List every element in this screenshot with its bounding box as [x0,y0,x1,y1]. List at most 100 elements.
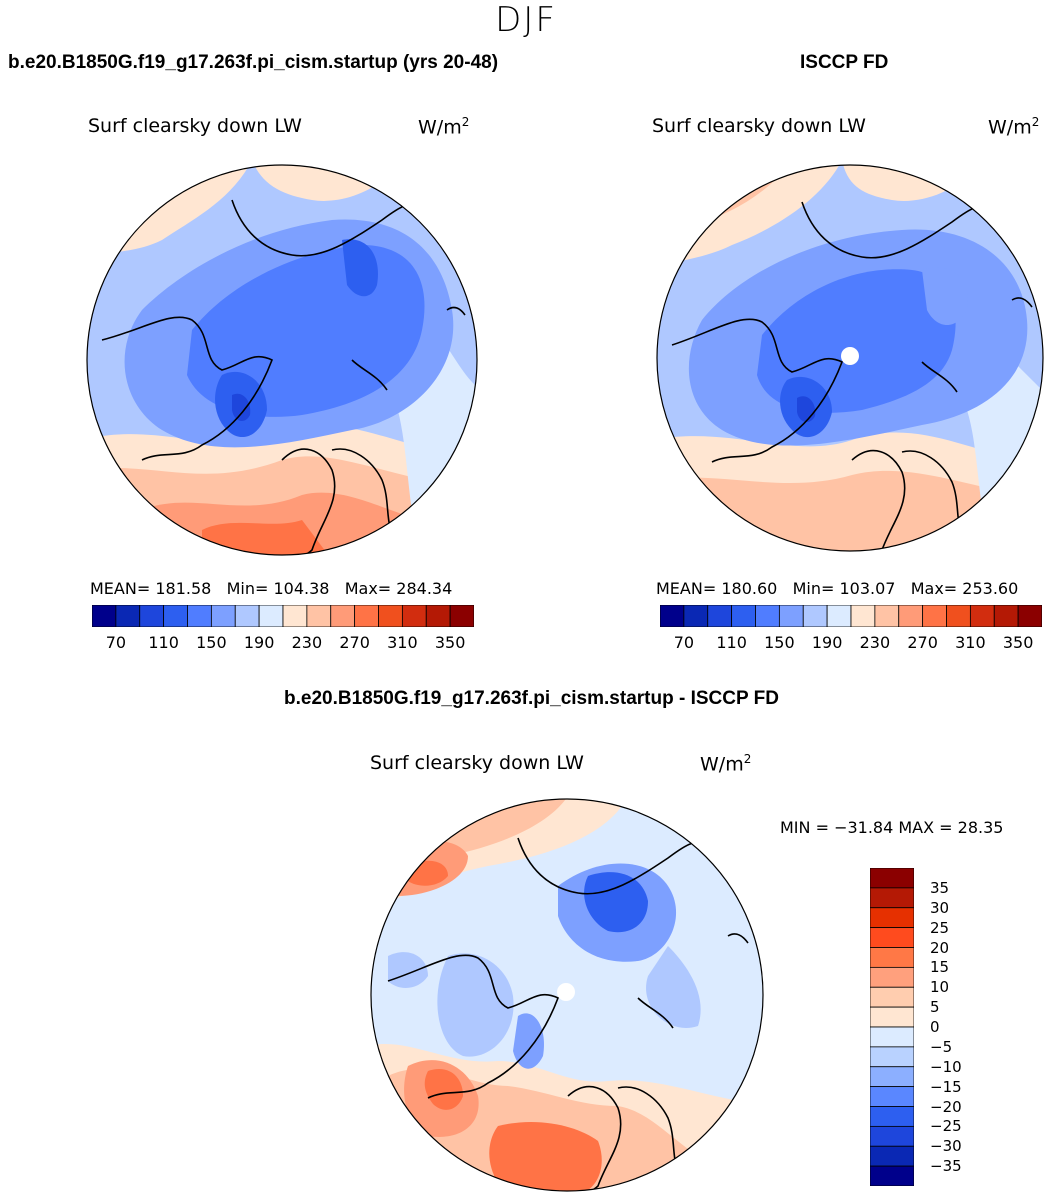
obs-colorbar-box [898,605,924,627]
model-colorbar-box [234,605,260,627]
diff-colorbar-tick-label: 30 [930,898,950,917]
obs-colorbar-tick-label: 270 [907,633,938,652]
model-colorbar-box [425,605,451,627]
diff-colorbar-box [870,868,914,889]
model-colorbar-box [187,605,212,627]
obs-stats: MEAN= 180.60 Min= 103.07 Max= 253.60 [656,579,1019,598]
obs-colorbar-box [946,605,971,627]
model-colorbar-tick-label: 150 [196,633,227,652]
diff-polar-map [370,798,764,1192]
diff-colorbar-box [870,1046,914,1068]
model-colorbar-tick-label: 110 [148,633,179,652]
obs-colorbar-box [802,605,828,627]
obs-colorbar-tick-label: 110 [716,633,747,652]
obs-colorbar-box [993,605,1019,627]
model-polar-map [86,164,478,556]
diff-colorbar-tick-label: 35 [930,878,950,897]
diff-colorbar-tick-label: 15 [930,958,950,977]
diff-colorbar-box [870,907,914,929]
obs-colorbar-tick-label: 190 [811,633,843,652]
diff-colorbar-ticks: 35 30 25 20 15 10 5 0 −5 −10 −15 −20 −25 −30 −35 [930,868,1010,1186]
diff-colorbar-tick-label: −5 [930,1037,953,1056]
diff-colorbar-box [870,1006,914,1028]
diff-colorbar-tick-label: 5 [930,998,940,1017]
diff-colorbar-tick-label: −15 [930,1077,962,1096]
obs-colorbar-tick-label: 70 [673,633,695,652]
obs-panel-title: ISCCP FD [800,52,889,73]
diff-colorbar-tick-label: −35 [930,1157,962,1176]
diff-colorbar-tick-label: −20 [930,1097,962,1116]
obs-colorbar-tick-label: 150 [764,633,795,652]
model-colorbar-tick-label: 230 [291,633,323,652]
obs-colorbar-box [922,605,947,627]
diff-units-label: W/m2 [700,752,752,776]
obs-colorbar-tick-label: 230 [859,633,891,652]
model-colorbar-box [115,605,141,627]
obs-units-label: W/m2 [988,115,1040,139]
diff-colorbar-tick-label: 10 [930,978,950,997]
diff-colorbar-tick-label: −25 [930,1117,962,1136]
model-colorbar-box [401,605,427,627]
model-stats: MEAN= 181.58 Min= 104.38 Max= 284.34 [90,579,453,598]
diff-colorbar [870,868,914,1186]
diff-colorbar-box [870,887,914,909]
model-variable-label: Surf clearsky down LW [88,115,302,137]
diff-colorbar-box [870,966,914,988]
model-colorbar-box [210,605,236,627]
model-colorbar-tick-label: 270 [339,633,370,652]
model-panel-title: b.e20.B1850G.f19_g17.263f.pi_cism.startu… [8,52,499,73]
diff-minmax: MIN = −31.84 MAX = 28.35 [780,818,1004,837]
diff-colorbar-tick-label: 0 [930,1018,940,1036]
season-title: DJF [495,0,557,40]
model-colorbar-ticks: 70 110 150 190 230 270 310 350 [92,633,474,653]
obs-colorbar-box [1017,605,1042,627]
obs-colorbar-box [826,605,852,627]
model-colorbar [92,605,474,627]
model-colorbar-tick-label: 70 [105,633,127,652]
diff-variable-label: Surf clearsky down LW [370,752,584,774]
obs-colorbar-box [707,605,733,627]
obs-colorbar-box [755,605,780,627]
diff-colorbar-tick-label: −30 [930,1137,962,1156]
diff-colorbar-tick-label: 25 [930,918,950,937]
obs-colorbar-ticks: 70 110 150 190 230 270 310 350 [660,633,1042,653]
diff-colorbar-box [870,986,914,1008]
diff-colorbar-tick-label: 20 [930,938,950,957]
model-colorbar-box [449,605,474,627]
obs-colorbar-box [778,605,804,627]
model-colorbar-box [282,605,308,627]
model-colorbar-box [306,605,332,627]
obs-polar-map [656,164,1044,552]
obs-colorbar-box [874,605,900,627]
model-colorbar-box [163,605,188,627]
obs-colorbar-box [731,605,756,627]
obs-colorbar-box [683,605,709,627]
obs-colorbar-box [850,605,876,627]
obs-colorbar-box [969,605,995,627]
diff-colorbar-box [870,1125,914,1147]
model-colorbar-box [378,605,403,627]
diff-colorbar-box [870,1086,914,1107]
obs-variable-label: Surf clearsky down LW [652,115,866,137]
model-colorbar-box [330,605,356,627]
diff-colorbar-box [870,1145,914,1167]
diff-colorbar-box [870,1066,914,1088]
diff-colorbar-box [870,947,914,968]
obs-colorbar-tick-label: 350 [1002,633,1034,652]
diff-colorbar-box [870,1026,914,1048]
diff-colorbar-box [870,1165,914,1186]
obs-colorbar-tick-label: 310 [955,633,986,652]
model-colorbar-box [92,605,117,627]
obs-colorbar [660,605,1042,627]
diff-colorbar-tick-label: −10 [930,1057,962,1076]
diff-colorbar-box [870,1106,914,1127]
model-colorbar-tick-label: 310 [387,633,418,652]
model-colorbar-tick-label: 190 [243,633,275,652]
model-units-label: W/m2 [418,115,470,139]
model-colorbar-box [258,605,284,627]
obs-colorbar-box [660,605,685,627]
diff-panel-title: b.e20.B1850G.f19_g17.263f.pi_cism.startu… [284,688,779,709]
model-colorbar-tick-label: 350 [434,633,466,652]
model-colorbar-box [139,605,165,627]
model-colorbar-box [354,605,379,627]
